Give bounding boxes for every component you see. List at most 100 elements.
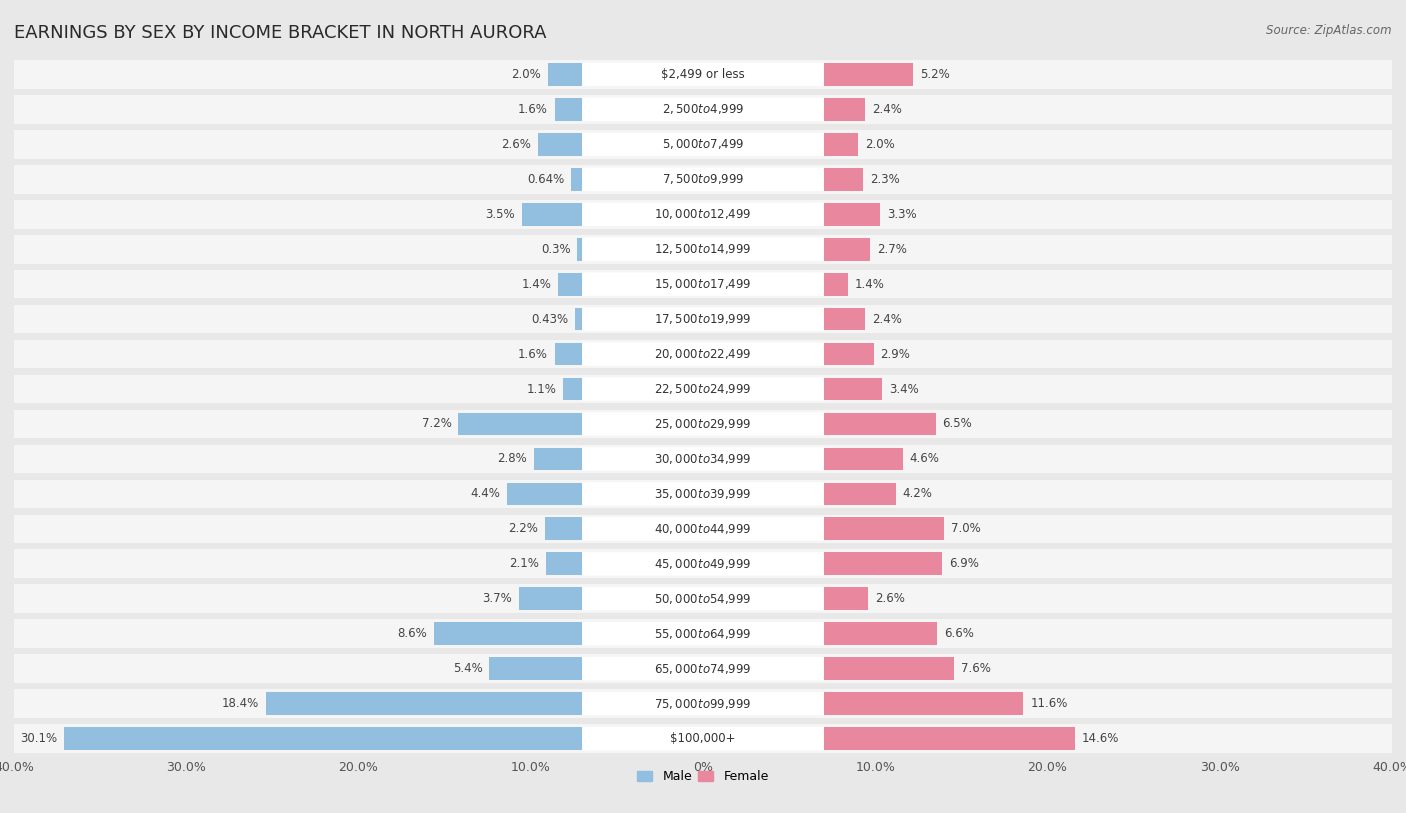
Text: 3.7%: 3.7% <box>482 593 512 605</box>
Text: $5,000 to $7,499: $5,000 to $7,499 <box>662 137 744 151</box>
FancyBboxPatch shape <box>582 307 824 331</box>
FancyBboxPatch shape <box>582 447 824 471</box>
Bar <box>14 200 1392 228</box>
Text: $17,500 to $19,999: $17,500 to $19,999 <box>654 312 752 326</box>
Bar <box>14 550 1392 578</box>
Bar <box>824 63 912 85</box>
Text: 7.0%: 7.0% <box>950 523 981 535</box>
Text: Source: ZipAtlas.com: Source: ZipAtlas.com <box>1267 24 1392 37</box>
FancyBboxPatch shape <box>582 657 824 680</box>
Text: 1.4%: 1.4% <box>522 278 551 290</box>
Bar <box>14 689 1392 718</box>
FancyBboxPatch shape <box>582 587 824 611</box>
Bar <box>14 165 1392 193</box>
FancyBboxPatch shape <box>582 377 824 401</box>
Bar <box>537 133 582 155</box>
Bar <box>544 518 582 540</box>
Text: $45,000 to $49,999: $45,000 to $49,999 <box>654 557 752 571</box>
FancyBboxPatch shape <box>582 727 824 750</box>
Bar <box>824 133 858 155</box>
Bar <box>824 273 848 295</box>
Text: 2.6%: 2.6% <box>501 138 531 150</box>
Text: 6.6%: 6.6% <box>945 628 974 640</box>
Bar <box>575 308 582 330</box>
Text: 2.0%: 2.0% <box>865 138 894 150</box>
Text: 4.2%: 4.2% <box>903 488 932 500</box>
FancyBboxPatch shape <box>582 482 824 506</box>
Bar <box>14 305 1392 333</box>
Bar <box>558 273 582 295</box>
Bar <box>824 623 938 645</box>
Bar <box>824 168 863 190</box>
Bar <box>14 375 1392 403</box>
Text: $30,000 to $34,999: $30,000 to $34,999 <box>654 452 752 466</box>
Text: 7.2%: 7.2% <box>422 418 451 430</box>
Text: 2.8%: 2.8% <box>498 453 527 465</box>
FancyBboxPatch shape <box>582 272 824 296</box>
Text: $100,000+: $100,000+ <box>671 733 735 745</box>
Bar <box>434 623 582 645</box>
Bar <box>824 658 955 680</box>
Bar <box>14 654 1392 683</box>
Bar <box>824 413 935 435</box>
Bar <box>14 445 1392 473</box>
Bar <box>824 238 870 260</box>
Bar <box>458 413 582 435</box>
Text: 2.9%: 2.9% <box>880 348 910 360</box>
Text: $10,000 to $12,499: $10,000 to $12,499 <box>654 207 752 221</box>
Bar <box>555 343 582 365</box>
FancyBboxPatch shape <box>582 517 824 541</box>
Text: 30.1%: 30.1% <box>20 733 58 745</box>
Text: $50,000 to $54,999: $50,000 to $54,999 <box>654 592 752 606</box>
Text: $7,500 to $9,999: $7,500 to $9,999 <box>662 172 744 186</box>
Text: 1.6%: 1.6% <box>519 103 548 115</box>
FancyBboxPatch shape <box>582 133 824 156</box>
Bar <box>14 235 1392 263</box>
Text: $65,000 to $74,999: $65,000 to $74,999 <box>654 662 752 676</box>
Bar <box>555 98 582 120</box>
Bar <box>824 728 1076 750</box>
Text: $40,000 to $44,999: $40,000 to $44,999 <box>654 522 752 536</box>
Bar <box>506 483 582 505</box>
FancyBboxPatch shape <box>582 552 824 576</box>
Bar <box>824 343 873 365</box>
Text: 2.7%: 2.7% <box>877 243 907 255</box>
Text: 14.6%: 14.6% <box>1083 733 1119 745</box>
Bar <box>14 585 1392 613</box>
Text: 6.9%: 6.9% <box>949 558 979 570</box>
Bar <box>14 480 1392 508</box>
Bar <box>266 693 582 715</box>
Bar <box>14 130 1392 159</box>
Text: 4.4%: 4.4% <box>470 488 499 500</box>
Bar <box>522 203 582 225</box>
FancyBboxPatch shape <box>582 98 824 121</box>
Bar <box>824 448 903 470</box>
Text: $12,500 to $14,999: $12,500 to $14,999 <box>654 242 752 256</box>
Bar <box>824 98 865 120</box>
FancyBboxPatch shape <box>582 692 824 715</box>
Text: EARNINGS BY SEX BY INCOME BRACKET IN NORTH AURORA: EARNINGS BY SEX BY INCOME BRACKET IN NOR… <box>14 24 547 42</box>
Text: 2.2%: 2.2% <box>508 523 537 535</box>
Text: 2.4%: 2.4% <box>872 103 901 115</box>
Bar <box>14 340 1392 368</box>
Bar <box>824 693 1024 715</box>
Bar <box>824 553 942 575</box>
Text: 5.4%: 5.4% <box>453 663 482 675</box>
Bar <box>519 588 582 610</box>
Text: 3.5%: 3.5% <box>485 208 515 220</box>
Bar <box>824 518 945 540</box>
FancyBboxPatch shape <box>582 202 824 226</box>
Bar <box>824 588 869 610</box>
Text: $25,000 to $29,999: $25,000 to $29,999 <box>654 417 752 431</box>
Text: 3.3%: 3.3% <box>887 208 917 220</box>
Bar <box>824 483 896 505</box>
Text: $35,000 to $39,999: $35,000 to $39,999 <box>654 487 752 501</box>
Bar <box>534 448 582 470</box>
Text: 0.64%: 0.64% <box>527 173 565 185</box>
Bar <box>564 378 582 400</box>
Bar <box>824 203 880 225</box>
Bar <box>548 63 582 85</box>
Text: $2,500 to $4,999: $2,500 to $4,999 <box>662 102 744 116</box>
Bar <box>14 515 1392 543</box>
Text: $55,000 to $64,999: $55,000 to $64,999 <box>654 627 752 641</box>
